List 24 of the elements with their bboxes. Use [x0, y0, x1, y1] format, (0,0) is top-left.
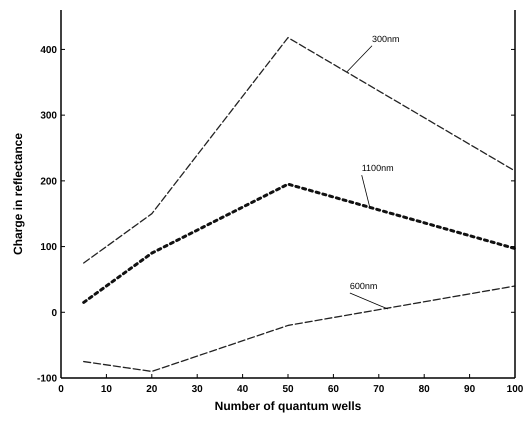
y-tick-label: 300 [40, 110, 58, 122]
x-tick-label: 90 [464, 384, 476, 395]
y-tick-label: 100 [40, 242, 58, 254]
y-tick-label: 200 [40, 176, 58, 188]
y-tick-label: 400 [40, 44, 58, 56]
annotation: 1100nm [362, 163, 394, 174]
x-tick-label: 100 [506, 384, 524, 395]
x-tick-label: 50 [282, 384, 294, 395]
line-series [82, 182, 516, 304]
x-axis-title: Number of quantum wells [214, 399, 362, 413]
x-tick-label: 70 [373, 384, 385, 395]
y-axis-title: Charge in reflectance [11, 132, 25, 256]
x-tick-label: 20 [146, 384, 158, 395]
x-tick-label: 40 [237, 384, 249, 395]
annotation: 600nm [350, 281, 378, 291]
x-tick-label: 0 [58, 384, 64, 395]
x-tick-label: 30 [192, 384, 204, 395]
x-tick-label: 10 [100, 384, 112, 395]
y-tick-label: 0 [51, 308, 58, 319]
x-tick-label: 60 [328, 384, 340, 395]
x-tick-label: 80 [418, 384, 430, 395]
annotation: 300nm [372, 34, 400, 44]
line-series [83, 36, 516, 264]
y-tick-label: -100 [36, 374, 58, 384]
